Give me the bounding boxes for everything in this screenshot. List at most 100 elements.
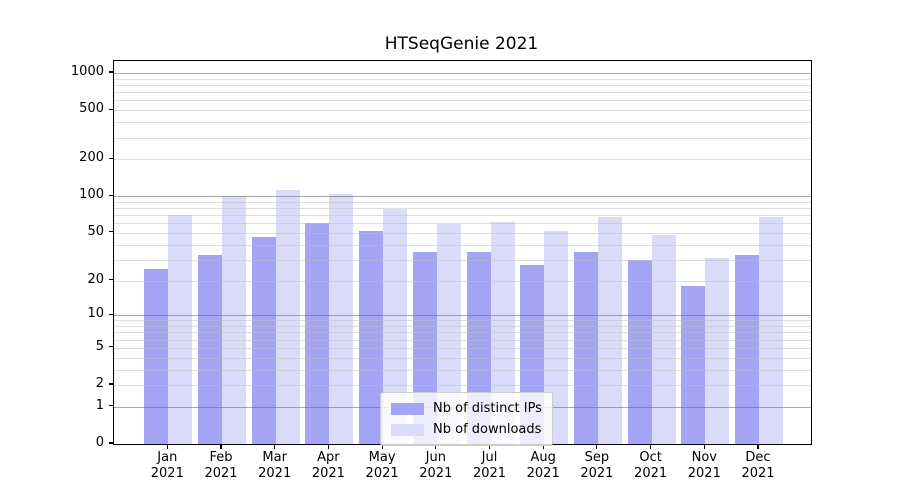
x-tick [488, 444, 491, 449]
bars-layer [114, 61, 811, 444]
x-tick [596, 444, 598, 449]
x-tick-label: Mar 2021 [243, 450, 307, 482]
x-tick [274, 444, 276, 449]
legend-swatch-downloads [391, 423, 424, 436]
legend-label-downloads: Nb of downloads [433, 422, 542, 437]
y-tick-label: 5 [95, 338, 104, 354]
x-tick-label: Dec 2021 [726, 450, 790, 482]
bar-downloads [759, 217, 783, 444]
y-tick-label: 500 [79, 101, 104, 117]
y-tick-label: 1 [95, 397, 104, 413]
bar-downloads [597, 216, 622, 444]
y-tick [108, 231, 113, 233]
y-tick-label: 2 [95, 376, 104, 391]
x-tick-year: 2021 [687, 466, 721, 481]
x-tick-month: Jul [481, 450, 498, 465]
x-tick-month: Apr [317, 450, 340, 465]
x-tick-year: 2021 [634, 466, 668, 481]
x-tick [757, 444, 759, 449]
y-tick [108, 278, 113, 281]
bar-distinct-ips [198, 254, 222, 444]
x-tick [327, 444, 329, 449]
x-tick-year: 2021 [419, 466, 453, 481]
x-tick-year: 2021 [204, 466, 238, 481]
x-tick [435, 444, 437, 449]
x-tick-month: Jun [425, 450, 446, 465]
x-tick-month: Feb [209, 450, 233, 465]
x-tick [220, 444, 222, 449]
x-tick-month: Nov [691, 450, 717, 465]
bar-distinct-ips [681, 285, 706, 444]
bar-distinct-ips [359, 230, 384, 444]
x-tick-year: 2021 [365, 466, 399, 481]
y-tick [108, 108, 113, 110]
x-tick-year: 2021 [258, 466, 292, 481]
y-tick [108, 383, 113, 385]
bar-distinct-ips [251, 237, 276, 444]
bar-downloads [168, 215, 193, 444]
x-tick [650, 444, 652, 449]
x-tick-label: Sep 2021 [565, 450, 629, 482]
bar-distinct-ips [144, 269, 169, 444]
legend: Nb of distinct IPs Nb of downloads [380, 392, 553, 446]
y-tick-label: 10 [87, 306, 104, 322]
x-tick [703, 444, 705, 449]
legend-swatch-distinct-ips [391, 402, 424, 415]
y-tick [108, 442, 113, 444]
x-tick-label: Oct 2021 [619, 450, 683, 482]
x-tick-month: May [368, 450, 396, 465]
x-tick-label: Jun 2021 [404, 450, 468, 482]
legend-label-distinct-ips: Nb of distinct IPs [433, 401, 542, 416]
bar-downloads [222, 195, 246, 444]
y-tick-label: 100 [79, 187, 104, 203]
x-tick-label: Aug 2021 [511, 450, 575, 482]
x-tick-label: Feb 2021 [189, 450, 253, 482]
x-tick-month: Sep [584, 450, 610, 465]
x-tick-year: 2021 [311, 466, 345, 481]
y-tick-label: 1000 [70, 64, 104, 79]
y-tick [108, 346, 113, 348]
bar-distinct-ips [627, 259, 652, 444]
x-tick-label: May 2021 [350, 450, 414, 482]
x-tick-year: 2021 [150, 466, 184, 481]
y-tick-label: 20 [87, 271, 104, 287]
x-tick-month: Aug [530, 450, 556, 465]
y-tick [108, 71, 113, 73]
plot-area [113, 60, 812, 445]
bar-distinct-ips [305, 223, 330, 444]
x-tick [381, 444, 383, 449]
x-tick-year: 2021 [526, 466, 560, 481]
chart-title: HTSeqGenie 2021 [384, 34, 539, 54]
y-tick [108, 157, 113, 159]
y-tick [108, 405, 113, 407]
bar-distinct-ips [735, 254, 759, 444]
y-tick-label: 50 [87, 223, 104, 239]
x-tick-label: Nov 2021 [672, 450, 736, 482]
x-tick [166, 444, 168, 449]
x-tick [542, 444, 544, 449]
x-tick-label: Jul 2021 [458, 450, 522, 482]
bar-downloads [651, 235, 676, 444]
x-tick-label: Jan 2021 [135, 450, 199, 482]
y-tick [108, 194, 113, 196]
legend-row-distinct-ips: Nb of distinct IPs [391, 398, 542, 419]
x-tick-month: Mar [262, 450, 287, 465]
x-tick-label: Apr 2021 [296, 450, 360, 482]
y-tick-label: 200 [79, 150, 104, 166]
x-tick-year: 2021 [472, 466, 507, 481]
y-tick-label: 0 [95, 435, 104, 450]
x-tick-year: 2021 [580, 466, 614, 481]
y-tick [108, 313, 113, 315]
x-tick-month: Oct [639, 450, 662, 465]
bar-downloads [275, 189, 300, 444]
bar-downloads [329, 193, 354, 444]
legend-row-downloads: Nb of downloads [391, 419, 542, 440]
bar-distinct-ips [573, 251, 598, 444]
bar-downloads [705, 257, 730, 444]
x-tick-month: Dec [745, 450, 771, 465]
x-tick-year: 2021 [741, 466, 775, 481]
x-tick-month: Jan [157, 450, 178, 465]
